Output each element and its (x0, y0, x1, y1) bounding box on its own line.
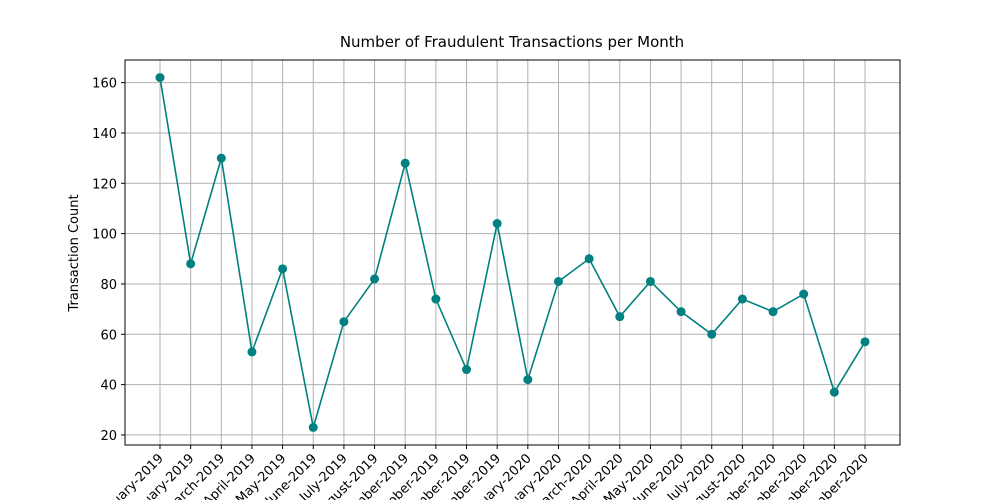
data-point (676, 307, 686, 317)
data-point (370, 274, 380, 284)
data-point (645, 276, 655, 286)
plot-frame (124, 59, 901, 446)
y-tick-label: 100 (92, 228, 117, 243)
chart-title: Number of Fraudulent Transactions per Mo… (340, 33, 684, 51)
y-tick-label: 80 (100, 278, 117, 293)
y-tick-label: 60 (100, 328, 117, 343)
data-point (400, 158, 410, 168)
data-point (829, 387, 839, 397)
data-point (278, 264, 288, 274)
y-axis-label: Transaction Count (67, 194, 82, 312)
y-tick-label: 20 (100, 429, 117, 444)
data-point (431, 294, 441, 304)
y-tick-label: 120 (92, 177, 117, 192)
y-tick-label: 40 (100, 379, 117, 394)
data-point (247, 347, 257, 357)
data-line (159, 77, 866, 428)
data-point (462, 365, 472, 375)
data-point (492, 219, 502, 229)
data-point (860, 337, 870, 347)
data-point (707, 329, 717, 339)
data-point (768, 307, 778, 317)
data-point (799, 289, 809, 299)
data-point (584, 254, 594, 264)
y-tick-label: 160 (92, 77, 117, 92)
data-point (553, 276, 563, 286)
data-point (615, 312, 625, 322)
data-point (308, 422, 318, 432)
y-tick-label: 140 (92, 127, 117, 142)
data-point (216, 153, 226, 163)
data-point (523, 375, 533, 385)
data-point (186, 259, 196, 269)
data-point (737, 294, 747, 304)
data-point (339, 317, 349, 327)
data-point (155, 73, 165, 83)
